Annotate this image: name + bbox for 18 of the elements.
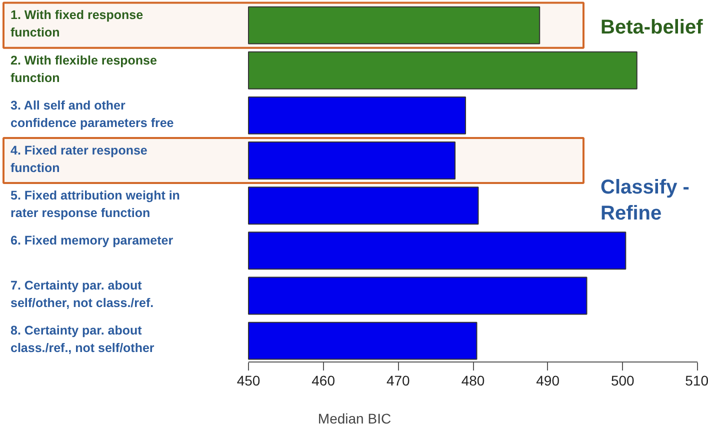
annotation: Classify - Refine <box>600 176 690 225</box>
x-tick-label: 490 <box>536 372 560 388</box>
y-tick-label: 4. Fixed rater response function <box>10 143 148 175</box>
y-tick-label: 1. With fixed response function <box>10 8 144 40</box>
x-tick-label: 510 <box>685 372 708 388</box>
x-tick-label: 460 <box>312 372 336 388</box>
x-axis-title: Median BIC <box>318 410 392 426</box>
y-tick-label: 5. Fixed attribution weight in rater response function <box>10 188 180 220</box>
y-tick-label: 7. Certainty par. about self/other, not class./ref. <box>10 278 154 310</box>
annotation: Beta-belief <box>600 16 704 38</box>
y-tick-label: 2. With flexible response function <box>10 53 157 85</box>
x-tick-label: 500 <box>610 372 635 388</box>
x-tick-label: 480 <box>461 372 485 388</box>
y-tick-label: 6. Fixed memory parameter <box>10 234 174 248</box>
x-tick-label: 450 <box>236 372 260 388</box>
x-tick-label: 470 <box>386 372 410 388</box>
y-tick-label: 8. Certainty par. about class./ref., not self/other <box>10 324 154 356</box>
y-tick-label: 3. All self and other confidence parameters free <box>10 98 174 130</box>
